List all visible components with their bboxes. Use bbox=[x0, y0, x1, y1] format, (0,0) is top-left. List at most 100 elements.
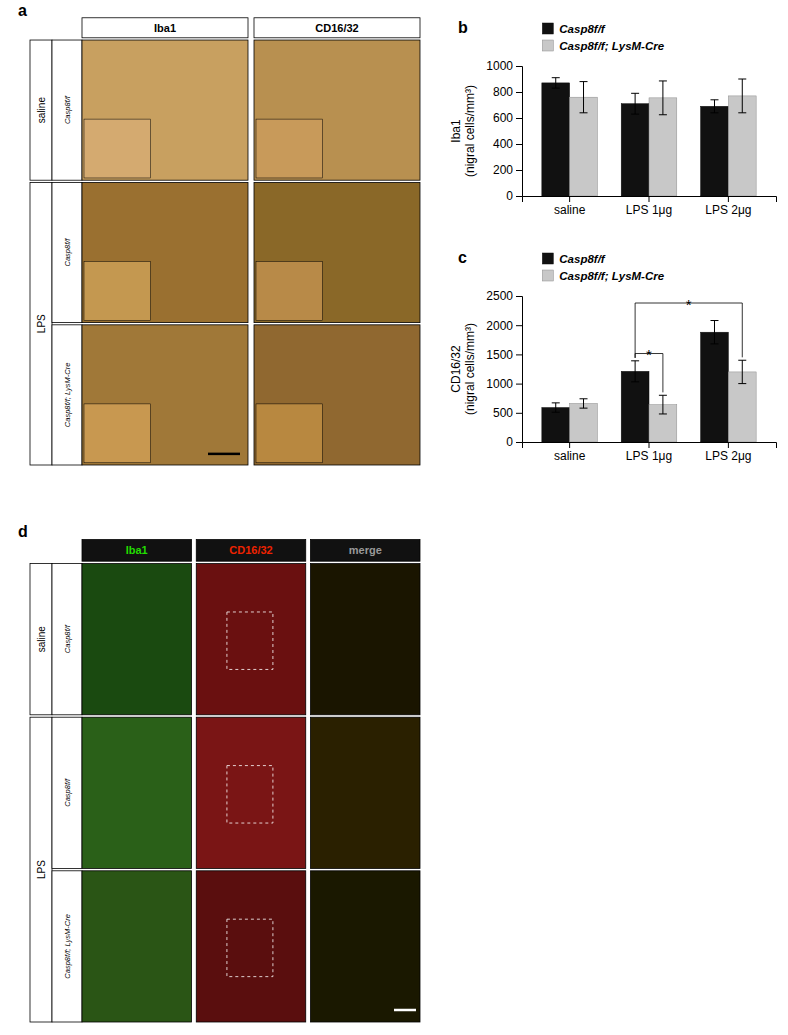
row-group-label: LPS bbox=[36, 314, 47, 333]
series bbox=[542, 78, 729, 196]
panel-label: c bbox=[458, 249, 467, 266]
y-tick: 1000 bbox=[486, 377, 522, 391]
tick-mark bbox=[516, 442, 522, 443]
axis-line bbox=[516, 297, 523, 443]
column-header-box bbox=[82, 18, 248, 38]
tick-mark bbox=[569, 442, 570, 448]
error-bar bbox=[580, 82, 588, 113]
y-tick: 500 bbox=[493, 406, 522, 420]
tick-mark bbox=[516, 170, 522, 171]
tick-label: 600 bbox=[493, 111, 513, 125]
y-axis-title-line: (nigral cells/mm³) bbox=[463, 85, 477, 177]
tick-label: 2500 bbox=[486, 289, 513, 303]
tick-label: LPS 1μg bbox=[626, 449, 672, 463]
y-axis-title-line: Iba1 bbox=[449, 119, 463, 143]
tick-label: LPS 1μg bbox=[626, 203, 672, 217]
panel-label: b bbox=[458, 19, 468, 36]
annotations: ** bbox=[635, 296, 742, 393]
plot-area bbox=[542, 321, 756, 442]
tick-mark bbox=[649, 196, 650, 202]
image-cell bbox=[254, 325, 420, 465]
column-header: merge bbox=[349, 544, 382, 556]
tick-label: 400 bbox=[493, 137, 513, 151]
image-cell bbox=[82, 325, 248, 465]
row-label-box bbox=[52, 325, 82, 465]
significance-label: * bbox=[646, 346, 652, 363]
row-label: Casp8f/f bbox=[63, 624, 72, 653]
tick-mark bbox=[516, 325, 522, 326]
legend-entry: Casp8f/f bbox=[542, 253, 606, 265]
tick-mark bbox=[516, 66, 522, 67]
image-inset bbox=[256, 119, 322, 178]
column-header-box bbox=[82, 540, 191, 562]
bar-panel: 05001000150020002500salineLPS 1μgLPS 2μg… bbox=[449, 249, 777, 462]
panel-label: d bbox=[18, 523, 28, 540]
column-header: Iba1 bbox=[126, 544, 148, 556]
image-inset bbox=[256, 404, 322, 463]
significance-label: * bbox=[686, 296, 692, 313]
tick-mark bbox=[649, 442, 650, 448]
tick-label: 200 bbox=[493, 163, 513, 177]
row-label-box bbox=[52, 871, 82, 1022]
row-group-box bbox=[30, 717, 52, 1022]
tick-mark bbox=[516, 296, 522, 297]
tick-mark bbox=[516, 354, 522, 355]
legend-label: Casp8f/f; LysM-Cre bbox=[559, 270, 664, 282]
bar bbox=[701, 106, 729, 196]
region-box bbox=[227, 766, 273, 823]
image-cell bbox=[82, 717, 191, 868]
region-box bbox=[227, 612, 273, 669]
column-header: CD16/32 bbox=[229, 544, 272, 556]
x-tick: LPS 2μg bbox=[705, 442, 751, 463]
legend-swatch bbox=[542, 270, 553, 281]
error-bar bbox=[738, 79, 746, 113]
panel-label: a bbox=[18, 2, 27, 19]
tick-label: 800 bbox=[493, 85, 513, 99]
y-tick: 1500 bbox=[486, 348, 522, 362]
y-tick: 2500 bbox=[486, 289, 522, 303]
image-cell bbox=[82, 182, 248, 322]
legend-label: Casp8f/f bbox=[559, 253, 606, 265]
image-inset bbox=[84, 262, 150, 321]
y-axis-title: CD16/32(nigral cells/mm³) bbox=[449, 323, 477, 415]
image-cell bbox=[311, 564, 420, 715]
row-group-box bbox=[30, 40, 52, 180]
bar-panel: 02004006008001000salineLPS 1μgLPS 2μgIba… bbox=[449, 19, 777, 216]
figure: aIba1CD16/32salineLPSCasp8f/fCasp8f/fCas… bbox=[0, 0, 788, 1035]
image-cell bbox=[196, 564, 305, 715]
tick-label: LPS 2μg bbox=[705, 203, 751, 217]
y-axis: 0 500 1000 1500 2000 2500 bbox=[486, 289, 522, 449]
axis-line bbox=[523, 197, 777, 203]
y-tick: 2000 bbox=[486, 319, 522, 333]
row-label-box bbox=[52, 564, 82, 715]
tick-label: LPS 2μg bbox=[705, 449, 751, 463]
legend: Casp8f/f Casp8f/f; LysM-Cre bbox=[542, 253, 664, 282]
y-tick: 1000 bbox=[486, 59, 522, 73]
column-header-box bbox=[196, 540, 305, 562]
y-tick: 200 bbox=[493, 163, 522, 177]
x-tick: LPS 1μg bbox=[626, 196, 672, 217]
tick-mark bbox=[516, 92, 522, 93]
bar bbox=[701, 332, 729, 442]
image-cell bbox=[196, 717, 305, 868]
error-bar bbox=[659, 81, 667, 115]
image-cell bbox=[82, 564, 191, 715]
tick-mark bbox=[516, 196, 522, 197]
y-axis-title-line: (nigral cells/mm³) bbox=[463, 323, 477, 415]
x-axis: salineLPS 1μgLPS 2μg bbox=[523, 442, 777, 463]
error-bar bbox=[580, 399, 588, 408]
image-inset bbox=[84, 404, 150, 463]
legend-entry: Casp8f/f bbox=[542, 23, 606, 35]
y-tick: 0 bbox=[506, 435, 522, 449]
image-inset bbox=[84, 119, 150, 178]
tick-label: 2000 bbox=[486, 319, 513, 333]
y-axis: 02004006008001000 bbox=[486, 59, 522, 203]
row-label-box bbox=[52, 40, 82, 180]
tick-label: 500 bbox=[493, 406, 513, 420]
error-bar bbox=[738, 360, 746, 383]
row-label: Casp8f/f; LysM-Cre bbox=[63, 914, 72, 978]
error-bar bbox=[659, 395, 667, 414]
legend-swatch bbox=[542, 253, 553, 264]
row-label: Casp8f/f; LysM-Cre bbox=[63, 363, 72, 427]
tick-mark bbox=[728, 442, 729, 448]
